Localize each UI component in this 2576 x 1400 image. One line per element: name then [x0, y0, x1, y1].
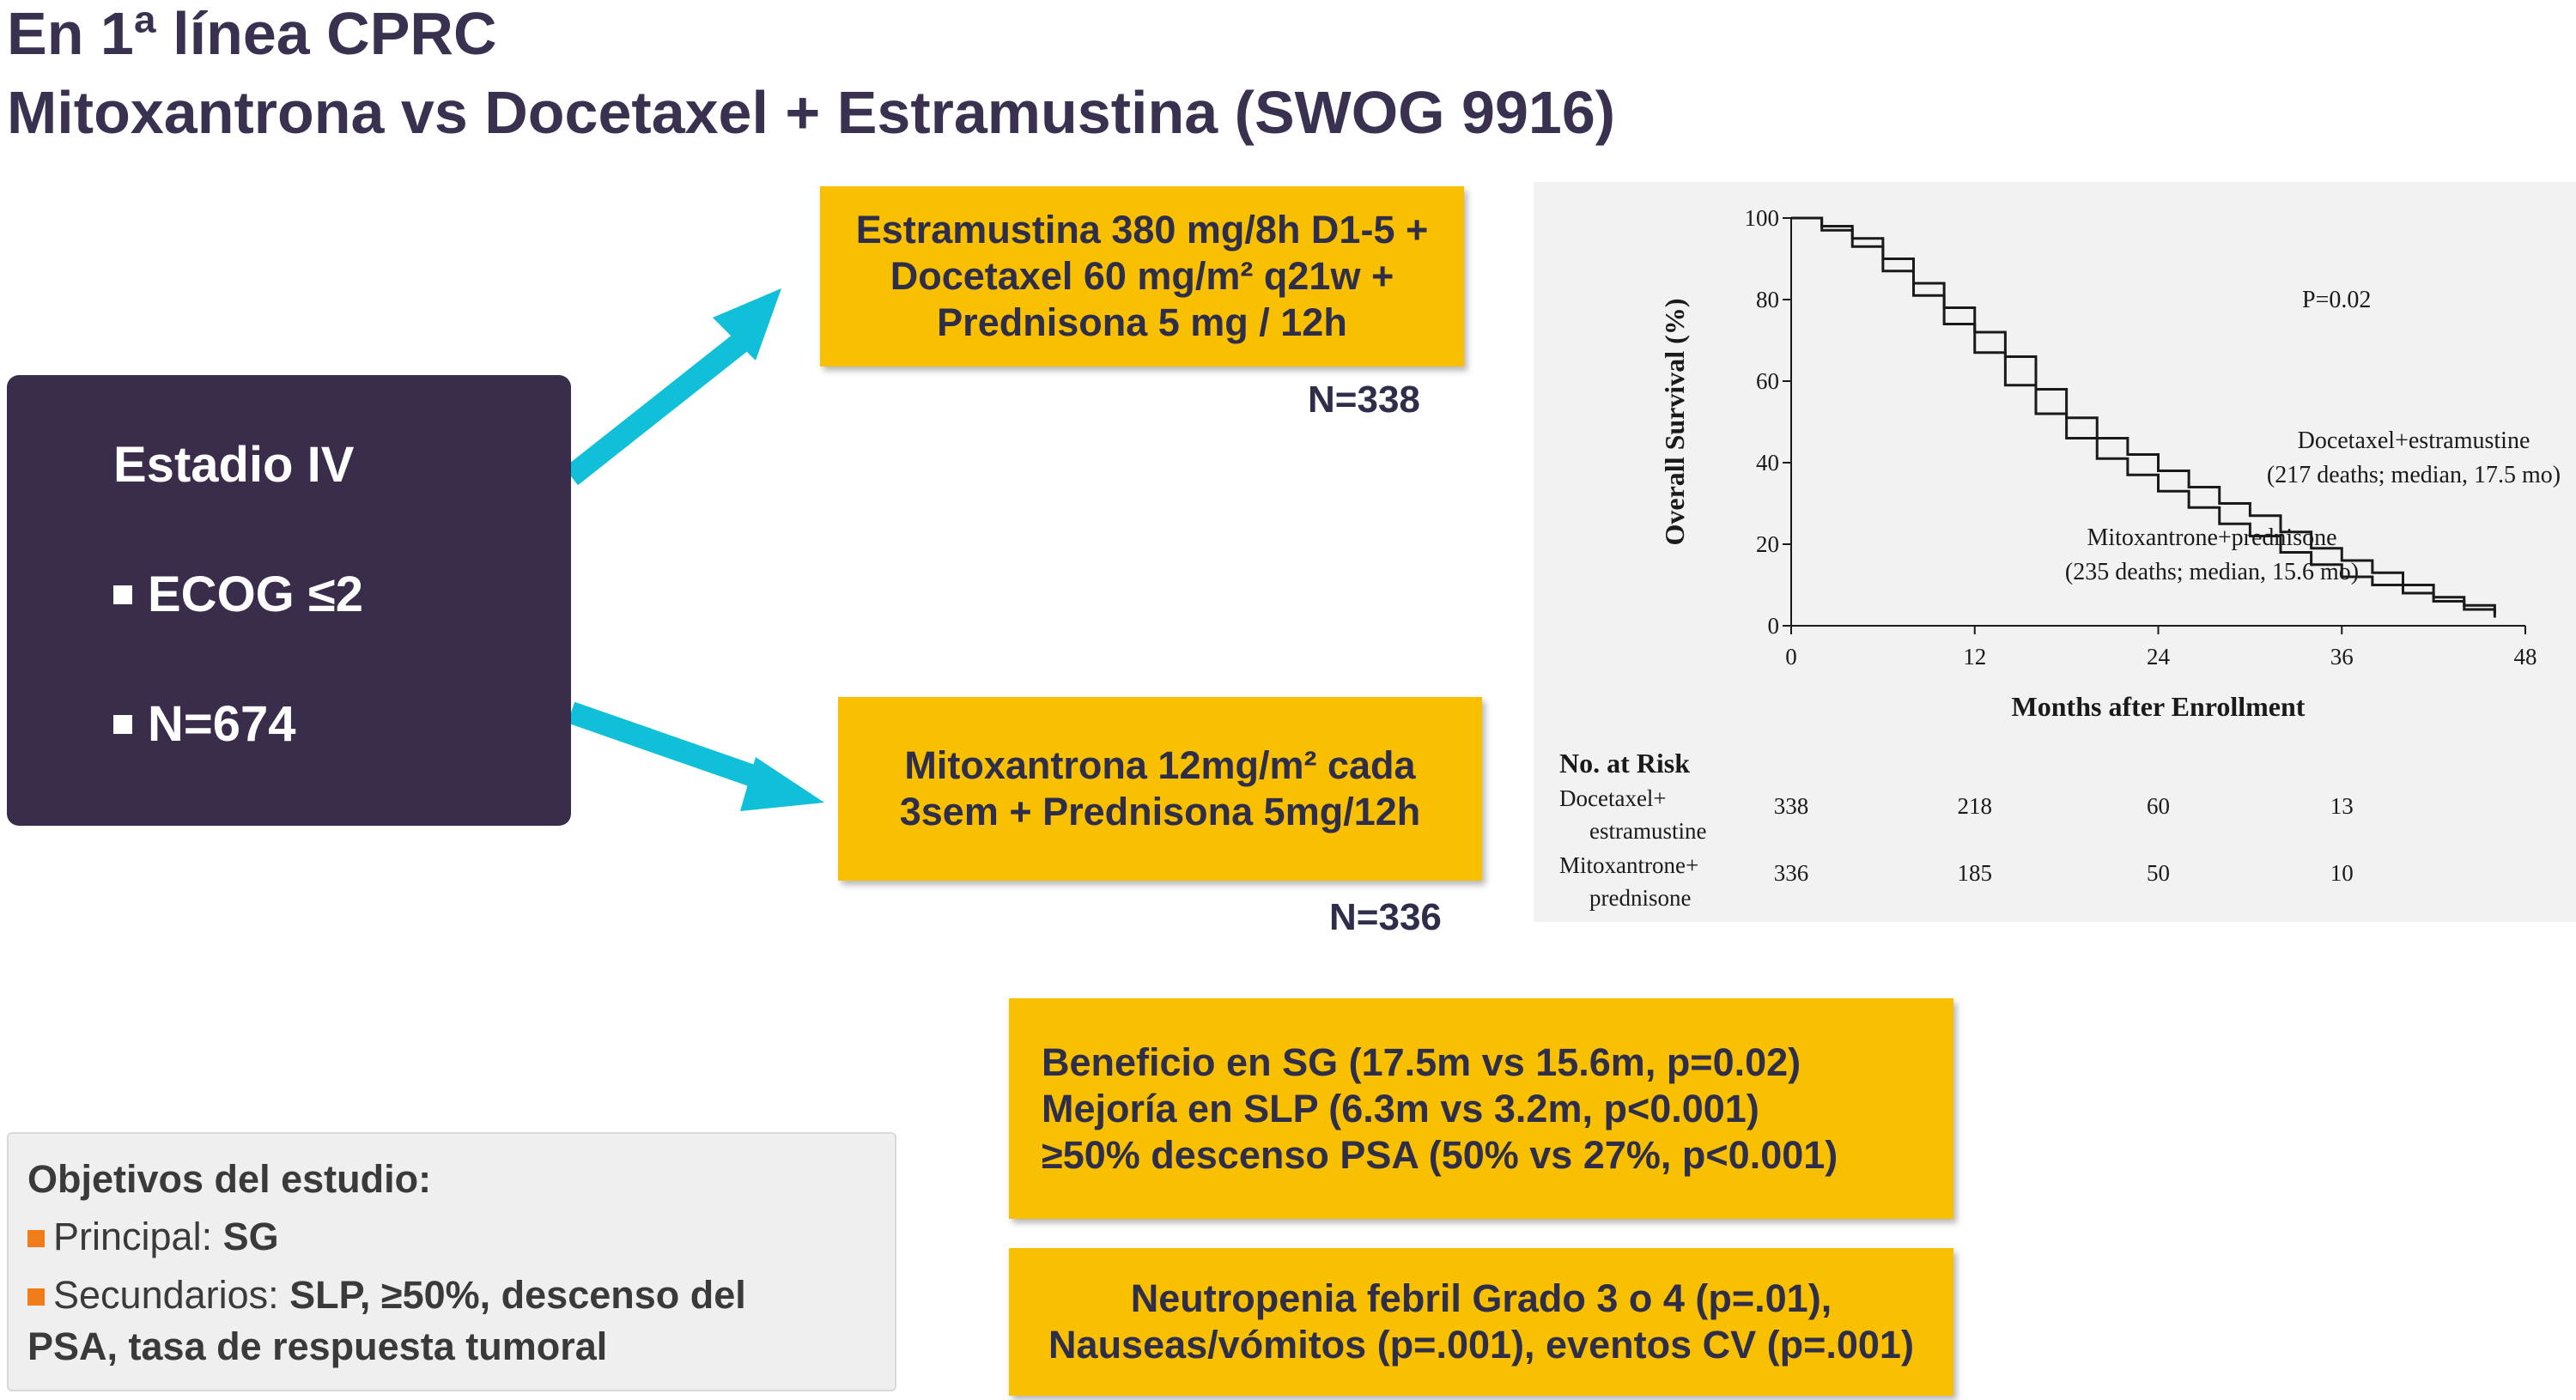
objective-primary: Principal: SG	[27, 1217, 279, 1256]
population-item-n: N=674	[113, 700, 296, 749]
series-name-label: Docetaxel+estramustine	[2298, 427, 2530, 454]
arrow-to-docetaxel-arm	[563, 321, 763, 486]
series-annotation: (235 deaths; median, 15.6 mo)	[2065, 559, 2359, 585]
x-tick-label: 0	[1785, 644, 1797, 670]
arrowhead-to-docetaxel-arm	[713, 288, 781, 361]
risk-value: 338	[1774, 793, 1809, 819]
arm-line: 3sem + Prednisona 5mg/12h	[899, 790, 1421, 833]
risk-value: 10	[2330, 860, 2354, 886]
slide-title-line1: En 1ª línea CPRC	[7, 0, 497, 67]
arrowhead-to-mitoxantrone-arm	[740, 757, 824, 811]
risk-value: 336	[1774, 860, 1809, 886]
docetaxel-arm-box: Estramustina 380 mg/8h D1-5 + Docetaxel …	[820, 186, 1464, 367]
x-tick-label: 12	[1963, 644, 1986, 670]
efficacy-results-box: Beneficio en SG (17.5m vs 15.6m, p=0.02)…	[1009, 998, 1953, 1219]
risk-value: 50	[2147, 860, 2170, 886]
risk-value: 185	[1958, 860, 1993, 886]
x-tick-label: 48	[2514, 644, 2537, 670]
x-tick-label: 24	[2147, 644, 2171, 670]
y-tick-label: 80	[1756, 287, 1779, 312]
population-box: Estadio IV ECOG ≤2 N=674	[7, 375, 571, 826]
population-item-label: N=674	[148, 696, 296, 752]
x-axis-label: Months after Enrollment	[2012, 691, 2306, 722]
arrow-to-mitoxantrone-arm	[567, 701, 777, 794]
objective-secondary: Secundarios: SLP, ≥50%, descenso del	[27, 1276, 746, 1314]
bullet-square-icon	[27, 1288, 45, 1306]
y-tick-label: 40	[1756, 450, 1779, 476]
risk-row-label: estramustine	[1589, 818, 1706, 844]
slide-title-line2: Mitoxantrona vs Docetaxel + Estramustina…	[7, 79, 1616, 146]
series-annotation: (217 deaths; median, 17.5 mo)	[2267, 462, 2561, 488]
y-tick-label: 0	[1768, 613, 1780, 639]
risk-value: 218	[1958, 793, 1993, 819]
risk-row-label: Mitoxantrone+	[1559, 852, 1698, 878]
risk-value: 13	[2330, 793, 2354, 819]
population-item-ecog: ECOG ≤2	[113, 570, 363, 620]
objectives-heading: Objetivos del estudio:	[27, 1157, 432, 1201]
population-item-label: ECOG ≤2	[148, 567, 364, 622]
risk-row-label: Docetaxel+	[1559, 785, 1667, 811]
objective-label: Principal:	[53, 1215, 223, 1258]
objectives-box: Objetivos del estudio: Principal: SG Sec…	[7, 1132, 896, 1391]
series-name-label: Mitoxantrone+prednisone	[2087, 524, 2336, 551]
risk-table-heading: No. at Risk	[1559, 748, 1690, 779]
risk-row-label: prednisone	[1589, 885, 1691, 911]
population-heading: Estadio IV	[113, 437, 355, 493]
bullet-square-icon	[113, 714, 132, 734]
mitoxantrone-arm-box: Mitoxantrona 12mg/m² cada 3sem + Prednis…	[838, 697, 1482, 881]
objective-label: Secundarios:	[53, 1273, 290, 1317]
x-tick-label: 36	[2330, 644, 2354, 670]
toxicity-line: Nauseas/vómitos (p=.001), eventos CV (p=…	[1048, 1323, 1914, 1367]
survival-chart: 0 20 40 60 80 100 0 12 24 36 48 Months after Enroll…	[1534, 182, 2576, 922]
toxicity-line: Neutropenia febril Grado 3 o 4 (p=.01),	[1130, 1276, 1832, 1320]
mitoxantrone-arm-n: N=336	[1329, 896, 1442, 938]
docetaxel-arm-n: N=338	[1308, 379, 1420, 421]
y-tick-label: 100	[1745, 205, 1780, 231]
y-tick-label: 60	[1756, 368, 1779, 394]
result-line: Beneficio en SG (17.5m vs 15.6m, p=0.02)	[1042, 1039, 1801, 1084]
arm-line: Estramustina 380 mg/8h D1-5 +	[855, 208, 1429, 252]
objective-value: SG	[222, 1215, 279, 1258]
arm-line: Mitoxantrona 12mg/m² cada	[904, 743, 1416, 787]
objective-value: SLP, ≥50%, descenso del	[289, 1273, 746, 1317]
result-line: ≥50% descenso PSA (50% vs 27%, p<0.001)	[1042, 1132, 1838, 1177]
p-value-label: P=0.02	[2302, 287, 2371, 313]
chart-background	[1534, 182, 2576, 922]
survival-curve-1	[1791, 216, 2496, 618]
bullet-square-icon	[27, 1230, 45, 1247]
toxicity-results-box: Neutropenia febril Grado 3 o 4 (p=.01), …	[1009, 1248, 1953, 1396]
result-line: Mejoría en SLP (6.3m vs 3.2m, p<0.001)	[1042, 1086, 1759, 1130]
bullet-square-icon	[113, 585, 132, 604]
y-tick-label: 20	[1756, 531, 1779, 557]
risk-value: 60	[2147, 793, 2170, 819]
y-axis-label: Overall Survival (%)	[1659, 299, 1690, 546]
arm-line: Docetaxel 60 mg/m² q21w +	[890, 254, 1394, 298]
objective-secondary-cont: PSA, tasa de respuesta tumoral	[27, 1324, 608, 1368]
arm-line: Prednisona 5 mg / 12h	[937, 300, 1347, 344]
